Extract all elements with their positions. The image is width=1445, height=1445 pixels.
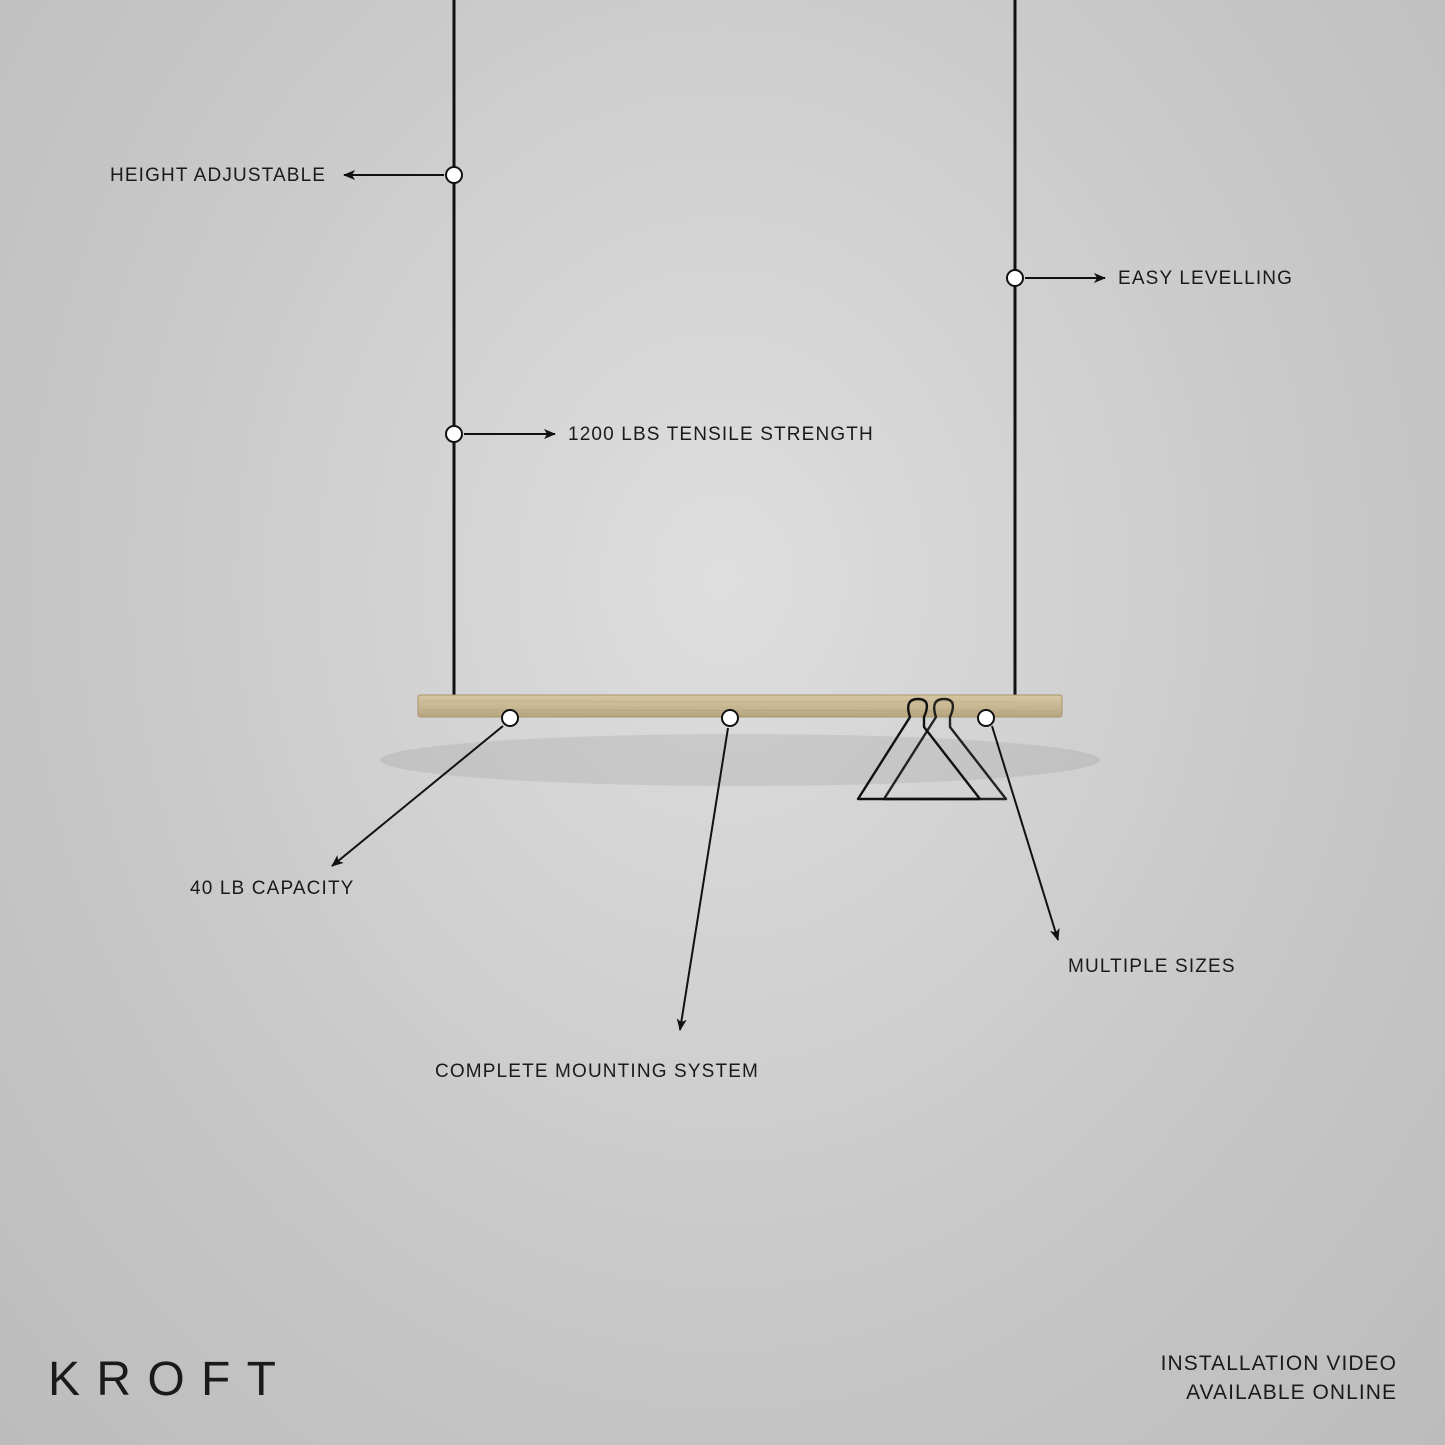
- floor-shadow: [380, 734, 1100, 786]
- dot-mounting-system: [722, 710, 738, 726]
- label-height-adjustable: HEIGHT ADJUSTABLE: [110, 165, 326, 187]
- dot-capacity: [502, 710, 518, 726]
- callout-arrows: [332, 175, 1105, 1030]
- footer-line-2: AVAILABLE ONLINE: [1161, 1379, 1397, 1407]
- label-mounting-system: COMPLETE MOUNTING SYSTEM: [435, 1061, 759, 1083]
- label-tensile-strength: 1200 LBS TENSILE STRENGTH: [568, 424, 874, 446]
- footer-line-1: INSTALLATION VIDEO: [1161, 1350, 1397, 1378]
- arrow-capacity: [332, 726, 503, 866]
- dot-height-adjustable: [446, 167, 462, 183]
- callout-dots: [446, 167, 1023, 726]
- dot-easy-levelling: [1007, 270, 1023, 286]
- label-multiple-sizes: MULTIPLE SIZES: [1068, 956, 1236, 978]
- label-capacity: 40 LB CAPACITY: [190, 878, 355, 900]
- brand-logo-text: KROFT: [48, 1352, 292, 1407]
- dot-tensile-strength: [446, 426, 462, 442]
- dot-multiple-sizes: [978, 710, 994, 726]
- label-easy-levelling: EASY LEVELLING: [1118, 268, 1293, 290]
- diagram-svg: [0, 0, 1445, 1445]
- footer-note: INSTALLATION VIDEO AVAILABLE ONLINE: [1161, 1350, 1397, 1407]
